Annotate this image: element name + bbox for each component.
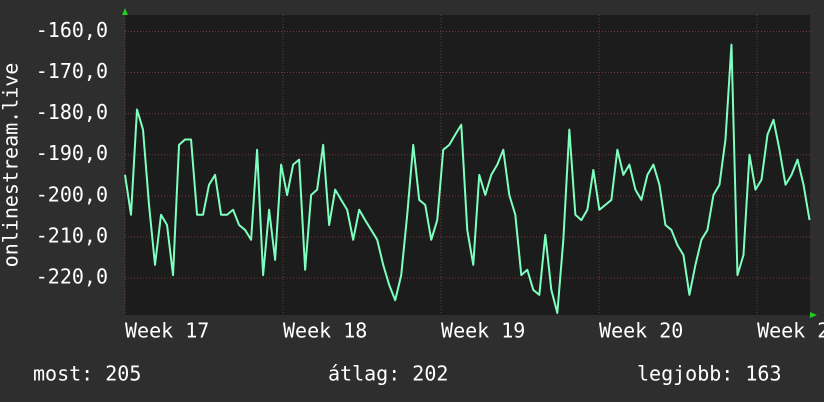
y-tick-label: -220,0 [36,265,108,289]
y-tick-label: -180,0 [36,100,108,124]
footer-average: átlag: 202 [328,362,448,386]
y-axis-label: onlinestream.live [0,63,23,268]
y-axis-arrow [122,8,128,15]
marks [124,43,811,314]
footer-most: most: 205 [33,362,141,386]
y-tick-label: -170,0 [36,59,108,83]
x-tick-label: Week 18 [283,319,367,343]
x-tick-label: Week 21 [757,319,824,343]
plot-area [125,15,810,315]
x-tick-label: Week 17 [125,319,209,343]
x-tick-label: Week 20 [599,319,683,343]
y-tick-label: -200,0 [36,182,108,206]
x-axis-arrow [810,312,817,318]
data-line [124,43,811,314]
footer-best: legjobb: 163 [637,362,782,386]
y-tick-label: -190,0 [36,141,108,165]
y-tick-label: -210,0 [36,223,108,247]
y-tick-label: -160,0 [36,18,108,42]
x-tick-label: Week 19 [441,319,525,343]
